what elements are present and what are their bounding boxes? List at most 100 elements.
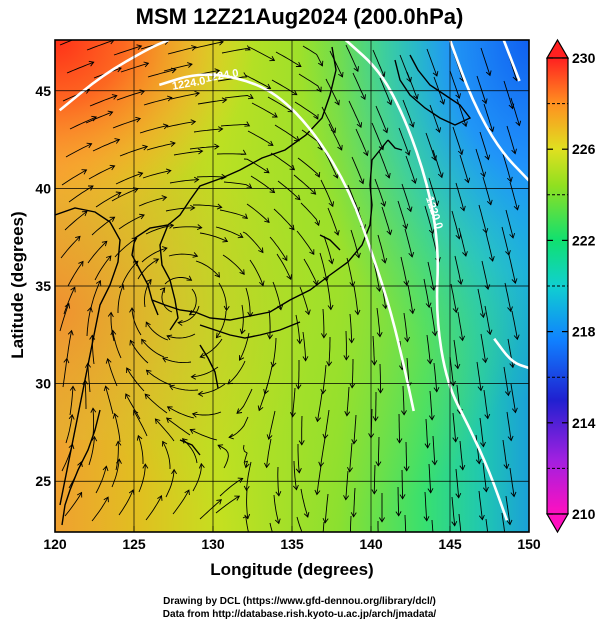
- streamline-arrowhead: [457, 279, 464, 285]
- streamline-arrowhead: [109, 216, 116, 222]
- streamline: [353, 487, 356, 517]
- x-tick-label: 145: [438, 536, 462, 552]
- streamline-arrowhead: [234, 495, 241, 501]
- streamline-arrowhead: [396, 438, 403, 444]
- streamline: [425, 418, 429, 448]
- contour-line: [158, 73, 415, 412]
- streamline-arrowhead: [107, 110, 114, 117]
- x-tick-label: 140: [359, 536, 383, 552]
- streamline: [510, 97, 520, 126]
- streamline-arrowhead: [187, 62, 193, 68]
- streamline-arrowhead: [333, 172, 339, 179]
- streamline-arrowhead: [170, 140, 176, 147]
- streamline: [217, 444, 229, 469]
- streamline-arrowhead: [513, 204, 520, 211]
- streamline-arrowhead: [111, 94, 118, 100]
- streamline-arrowhead: [385, 172, 391, 179]
- streamline-arrowhead: [222, 237, 229, 243]
- streamline: [86, 40, 115, 51]
- streamline-arrowhead: [199, 352, 206, 359]
- streamline: [63, 287, 76, 315]
- streamline-arrowhead: [376, 286, 382, 293]
- streamline: [503, 366, 509, 396]
- streamline: [297, 360, 300, 389]
- streamline-arrowhead: [371, 360, 378, 366]
- streamline: [59, 303, 70, 332]
- streamline: [275, 51, 302, 67]
- streamline-arrowhead: [437, 172, 444, 179]
- streamline-arrowhead: [294, 136, 300, 142]
- streamline-arrowhead: [404, 336, 411, 343]
- streamline-arrowhead: [240, 149, 247, 155]
- streamline-arrowhead: [478, 514, 485, 521]
- streamline: [450, 283, 457, 313]
- streamline: [457, 311, 464, 341]
- streamline-arrowhead: [214, 272, 221, 278]
- streamline: [482, 176, 492, 205]
- streamline-arrowhead: [459, 464, 466, 471]
- streamline-arrowhead: [154, 418, 161, 424]
- streamline-arrowhead: [272, 112, 278, 118]
- streamline-arrowhead: [295, 61, 302, 67]
- streamline-arrowhead: [223, 305, 230, 312]
- streamline: [117, 284, 124, 313]
- streamline: [66, 61, 94, 74]
- y-tick-label: 25: [35, 473, 51, 489]
- streamline: [478, 490, 483, 520]
- streamline: [293, 460, 297, 490]
- streamline: [345, 470, 349, 500]
- streamline: [87, 240, 108, 264]
- streamline: [145, 224, 174, 235]
- streamline: [161, 287, 173, 313]
- streamline: [274, 124, 300, 142]
- streamline-arrowhead: [243, 462, 250, 469]
- streamline: [375, 392, 377, 421]
- colorbar-tick-label: 214: [572, 415, 596, 431]
- streamline-arrowhead: [432, 71, 439, 77]
- streamline: [510, 383, 516, 413]
- streamline: [374, 178, 386, 207]
- colorbar-ticks: 230 226 222 218 214 210: [547, 50, 596, 522]
- streamline: [133, 410, 148, 437]
- streamline: [221, 47, 251, 54]
- streamline-arrowhead: [190, 373, 197, 380]
- streamline-arrowhead: [433, 387, 440, 393]
- streamline-arrowhead: [274, 518, 281, 525]
- streamline: [199, 232, 228, 242]
- streamline: [269, 236, 288, 261]
- streamline: [189, 145, 219, 150]
- streamline: [402, 99, 414, 128]
- streamline-arrowhead: [486, 329, 493, 336]
- streamline: [85, 111, 113, 124]
- streamline: [91, 216, 115, 236]
- streamline-arrowhead: [191, 45, 197, 51]
- streamline-arrowhead: [379, 517, 385, 523]
- streamline-arrowhead: [236, 408, 243, 414]
- streamline: [137, 435, 144, 464]
- streamline: [378, 150, 390, 179]
- streamline-arrowhead: [70, 286, 76, 293]
- streamline: [194, 41, 224, 49]
- streamline-arrowhead: [430, 285, 437, 292]
- streamline: [119, 146, 148, 157]
- streamline: [62, 358, 68, 388]
- streamline-arrowhead: [241, 72, 248, 78]
- streamline: [293, 174, 316, 195]
- streamline-arrowhead: [504, 390, 511, 397]
- streamline-arrowhead: [221, 97, 228, 104]
- colorbar-tick-label: 218: [572, 324, 596, 340]
- streamline-arrowhead: [386, 99, 393, 106]
- streamline-arrowhead: [450, 380, 456, 387]
- streamline-arrowhead: [313, 113, 319, 120]
- streamline: [372, 335, 375, 365]
- streamline-arrowhead: [191, 411, 198, 418]
- streamline: [349, 313, 353, 343]
- streamline: [147, 69, 176, 78]
- credit-data-source: Data from http://database.rish.kyoto-u.a…: [162, 609, 437, 620]
- streamline: [327, 207, 339, 236]
- streamline-arrowhead: [264, 217, 270, 224]
- streamline: [69, 386, 74, 416]
- streamline-arrowhead: [433, 200, 440, 207]
- streamline-arrowhead: [295, 384, 302, 390]
- streamline: [199, 499, 222, 520]
